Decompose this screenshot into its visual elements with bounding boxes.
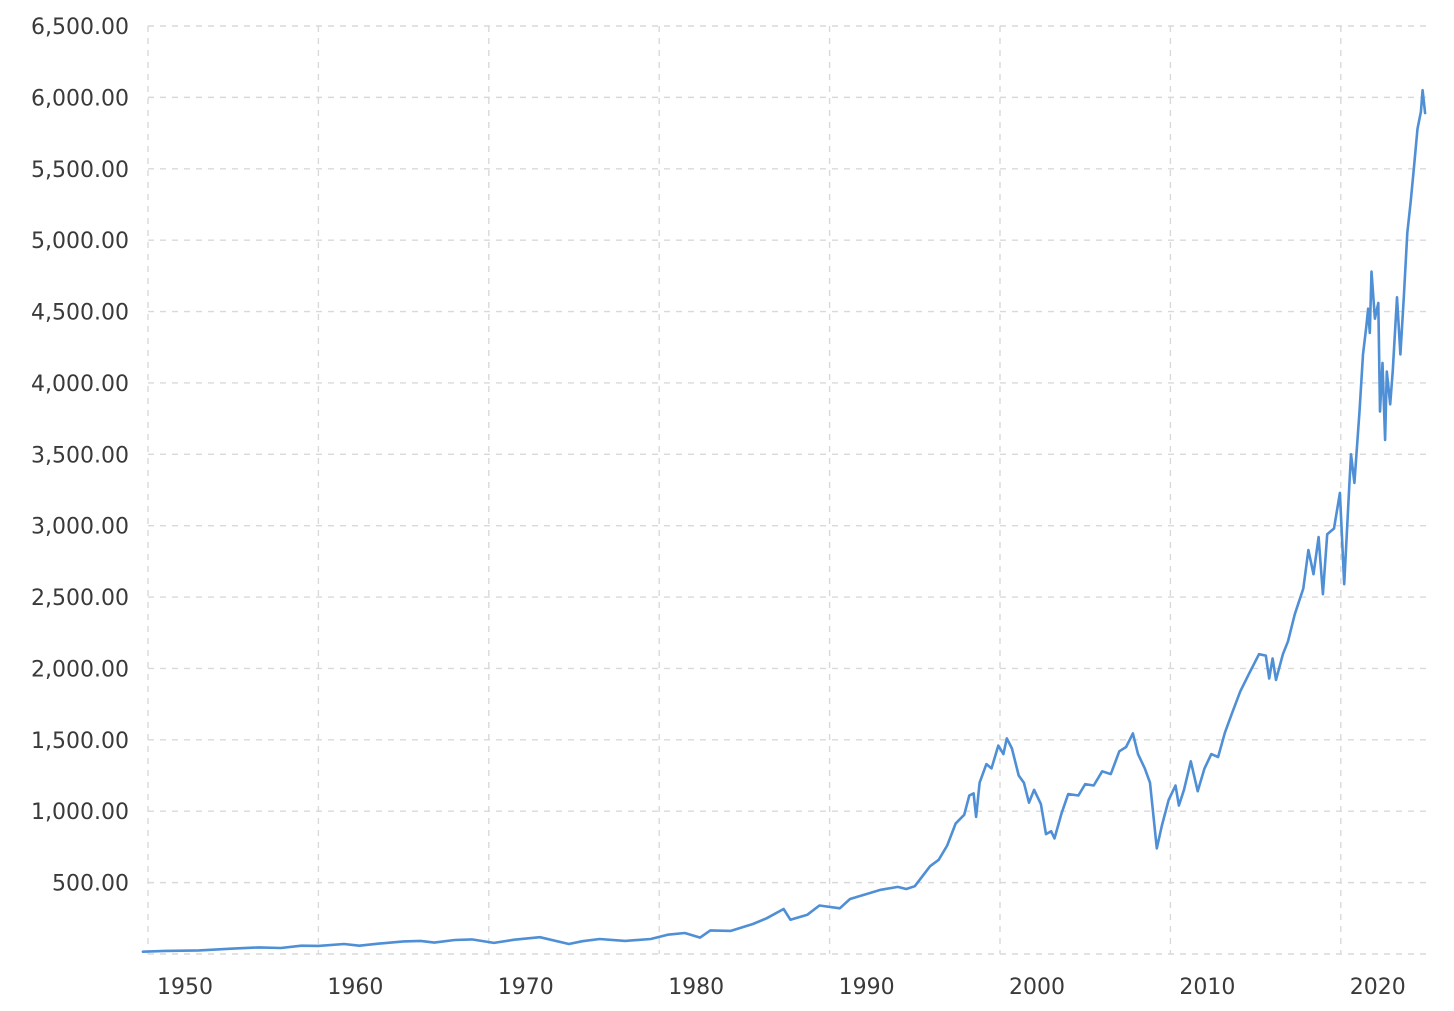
horizontal-gridlines: [148, 25, 1427, 955]
x-tick-label: 2000: [1009, 975, 1065, 1000]
y-tick-label: 5,000.00: [31, 229, 129, 254]
y-tick-label: 1,500.00: [31, 729, 129, 754]
x-tick-label: 1950: [157, 975, 213, 1000]
series-line: [141, 88, 1427, 953]
y-tick-label: 1,000.00: [31, 800, 129, 825]
x-tick-label: 1960: [327, 975, 383, 1000]
x-tick-label: 1990: [839, 975, 895, 1000]
y-tick-label: 2,500.00: [31, 586, 129, 611]
x-tick-label: 1980: [668, 975, 724, 1000]
y-tick-label: 6,000.00: [31, 86, 129, 111]
y-tick-label: 500.00: [52, 872, 129, 897]
y-tick-label: 4,000.00: [31, 372, 129, 397]
y-tick-label: 2,000.00: [31, 657, 129, 682]
y-tick-label: 3,500.00: [31, 443, 129, 468]
x-tick-label: 2020: [1350, 975, 1406, 1000]
y-tick-label: 5,500.00: [31, 158, 129, 183]
x-axis-labels: 1950 1960 1970 1980 1990 2000 2010 2020: [157, 975, 1406, 1000]
x-tick-label: 1970: [498, 975, 554, 1000]
vertical-gridlines: [147, 26, 1342, 954]
y-tick-label: 4,500.00: [31, 301, 129, 326]
x-tick-label: 2010: [1179, 975, 1235, 1000]
y-axis-labels: 6,500.00 6,000.00 5,500.00 5,000.00 4,500.00…: [31, 15, 129, 897]
y-tick-label: 6,500.00: [31, 15, 129, 40]
y-tick-label: 3,000.00: [31, 515, 129, 540]
